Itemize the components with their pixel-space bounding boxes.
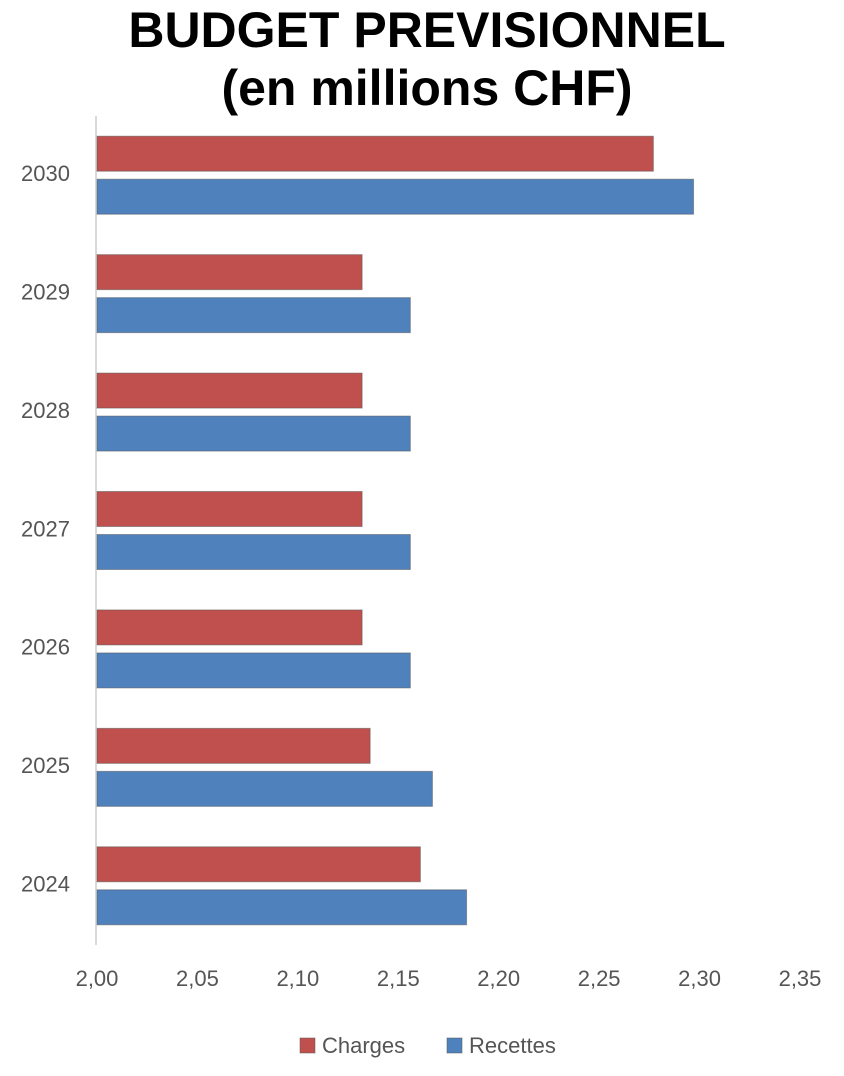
legend-label: Recettes bbox=[469, 1033, 556, 1058]
bar bbox=[96, 254, 363, 291]
bar bbox=[96, 609, 363, 646]
bar bbox=[96, 534, 411, 570]
bar bbox=[96, 135, 654, 172]
y-tick-label: 2026 bbox=[21, 635, 70, 660]
y-tick-label: 2024 bbox=[21, 872, 70, 897]
x-tick-label: 2,25 bbox=[578, 966, 621, 991]
chart-subtitle: (en millions CHF) bbox=[221, 60, 632, 116]
x-tick-label: 2,35 bbox=[779, 966, 822, 991]
bar bbox=[96, 178, 695, 215]
bar bbox=[96, 491, 363, 527]
x-tick-label: 2,10 bbox=[276, 966, 319, 991]
legend-label: Charges bbox=[322, 1033, 405, 1058]
bar bbox=[96, 770, 433, 807]
bar bbox=[96, 889, 468, 926]
x-tick-label: 2,00 bbox=[76, 966, 119, 991]
bar bbox=[96, 372, 363, 409]
y-tick-label: 2030 bbox=[21, 161, 70, 186]
y-tick-label: 2027 bbox=[21, 516, 70, 541]
legend-swatch bbox=[299, 1037, 316, 1054]
x-tick-label: 2,20 bbox=[477, 966, 520, 991]
bar bbox=[96, 727, 371, 764]
x-tick-label: 2,15 bbox=[377, 966, 420, 991]
bar bbox=[96, 846, 421, 883]
y-tick-label: 2025 bbox=[21, 753, 70, 778]
legend-swatch bbox=[446, 1037, 463, 1054]
bar bbox=[96, 652, 411, 689]
y-tick-label: 2028 bbox=[21, 398, 70, 423]
chart-title: BUDGET PREVISIONNEL bbox=[128, 2, 725, 58]
y-tick-label: 2029 bbox=[21, 279, 70, 304]
bar bbox=[96, 297, 411, 334]
bar bbox=[96, 415, 411, 452]
x-tick-label: 2,30 bbox=[678, 966, 721, 991]
x-tick-label: 2,05 bbox=[176, 966, 219, 991]
